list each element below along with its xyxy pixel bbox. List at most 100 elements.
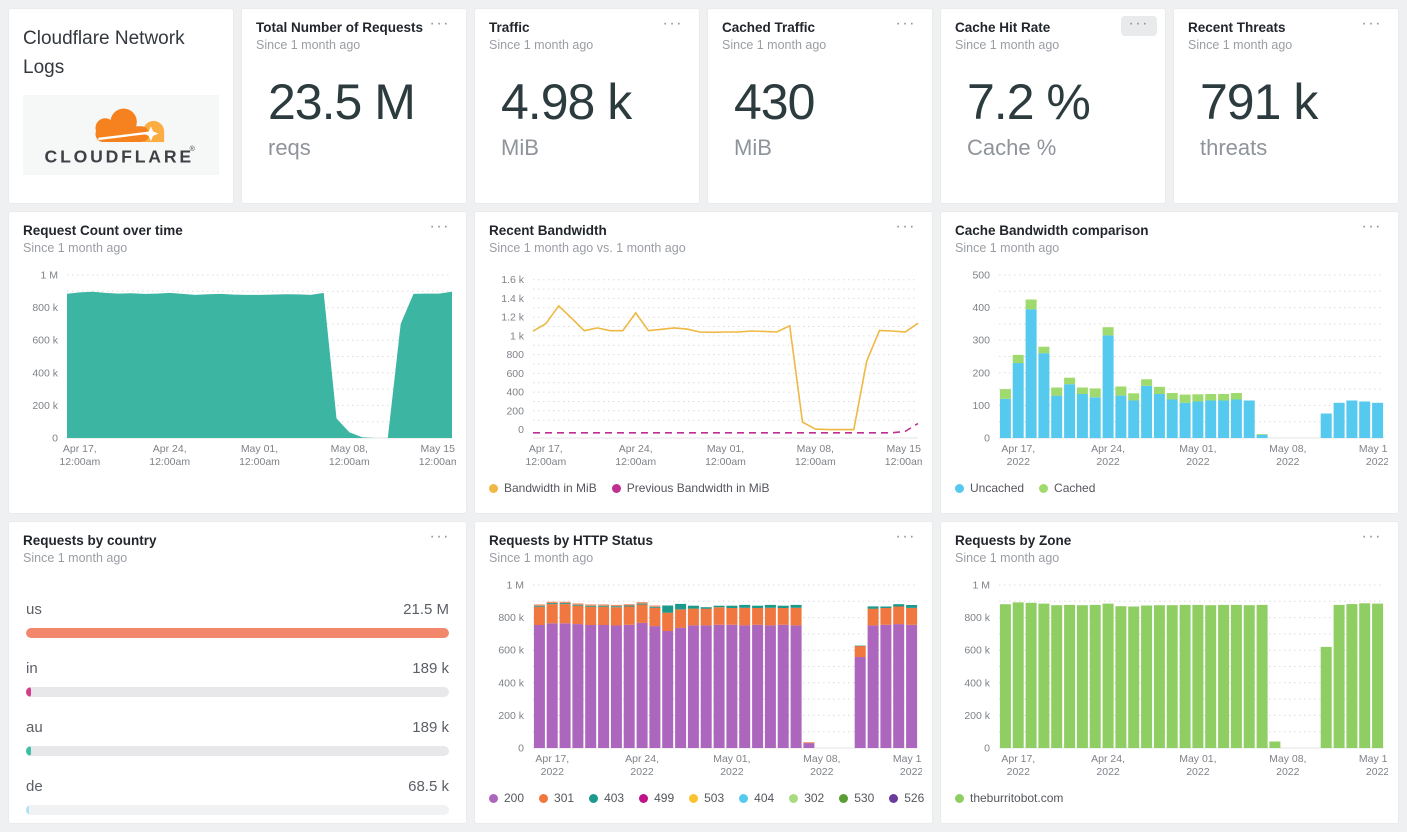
svg-text:May 01,: May 01, [1179,753,1216,765]
country-row-line: au 189 k [26,719,449,736]
panel-requests-by-country: Requests by country Since 1 month ago ··· u… [8,521,467,824]
svg-text:Apr 17,: Apr 17, [535,753,569,765]
cloudflare-logo-text: CLOUDFLARE [45,146,194,166]
legend-item-530[interactable]: 530 [839,791,874,805]
svg-text:May 01,: May 01, [241,443,278,455]
svg-text:May 08,: May 08, [1269,753,1306,765]
svg-text:1.2 k: 1.2 k [501,312,525,324]
dashboard-title: Cloudflare Network Logs [23,28,185,78]
panel-subtitle: Since 1 month ago [23,551,128,565]
svg-text:200: 200 [506,405,524,417]
legend-color-dot [1039,483,1049,493]
legend-item-302[interactable]: 302 [789,791,824,805]
panel-subtitle: Since 1 month ago [955,241,1060,255]
panel-menu-icon[interactable]: ··· [895,15,916,32]
svg-text:200 k: 200 k [498,710,524,722]
panel-menu-icon[interactable]: ··· [662,15,683,32]
cache-bandwidth-legend: Uncached Cached [955,481,1384,495]
legend-label: 302 [804,791,825,805]
panel-menu-icon[interactable]: ··· [895,218,916,235]
panel-menu-icon[interactable]: ··· [1120,16,1157,36]
legend-item-404[interactable]: 404 [739,791,774,805]
country-value: 21.5 M [403,601,449,618]
legend-item-previous-bandwidth-in-mib[interactable]: Previous Bandwidth in MiB [611,481,769,495]
legend-item-theburritobot-com[interactable]: theburritobot.com [955,791,1063,805]
legend-item-200[interactable]: 200 [489,791,524,805]
panel-menu-icon[interactable]: ··· [1361,15,1382,32]
panel-menu-icon[interactable]: ··· [895,528,916,545]
panel-menu-icon[interactable]: ··· [1361,528,1382,545]
svg-text:400: 400 [972,302,990,314]
legend-item-301[interactable]: 301 [539,791,574,805]
legend-item-526[interactable]: 526 [889,791,924,805]
legend-item-bandwidth-in-mib[interactable]: Bandwidth in MiB [489,481,597,495]
panel-header: Requests by HTTP Status Since 1 month ago [475,522,932,565]
legend-item-uncached[interactable]: Uncached [955,481,1024,495]
svg-text:100: 100 [972,400,990,412]
legend-color-dot [839,793,849,803]
dashboard-header-panel: Cloudflare Network Logs CLOUDFLARE ® [8,8,234,204]
svg-text:12:00am: 12:00am [419,456,456,468]
legend-item-403[interactable]: 403 [589,791,624,805]
panel-chart-recent-bandwidth: Recent Bandwidth Since 1 month ago vs. 1 … [474,211,933,514]
legend-item-499[interactable]: 499 [639,791,674,805]
legend-label: Uncached [970,481,1025,495]
country-label: de [26,778,43,795]
panel-menu-icon[interactable]: ··· [429,15,450,32]
svg-text:Apr 24,: Apr 24, [1091,443,1125,455]
panel-header: Traffic Since 1 month ago [475,9,699,52]
svg-text:Apr 17,: Apr 17, [1001,443,1035,455]
panel-chart-request-count: Request Count over time Since 1 month ago… [8,211,467,514]
legend-color-dot [789,793,799,803]
svg-text:2022: 2022 [1096,766,1120,778]
svg-text:12:00am: 12:00am [329,456,370,468]
panel-chart-zone: Requests by Zone Since 1 month ago ··· 0 200… [940,521,1399,824]
country-bar-fill [26,746,31,756]
svg-text:1 M: 1 M [972,580,990,592]
svg-text:Apr 24,: Apr 24, [619,443,653,455]
country-bar-track [26,687,449,697]
svg-text:400 k: 400 k [964,677,990,689]
svg-text:2022: 2022 [720,766,744,778]
legend-color-dot [739,793,749,803]
panel-header: Recent Threats Since 1 month ago [1174,9,1398,52]
svg-text:Apr 24,: Apr 24, [1091,753,1125,765]
panel-title: Cached Traffic [722,20,816,35]
svg-text:1.4 k: 1.4 k [501,293,525,305]
cache-bandwidth-chart: 0 100 200 300 400 500 Apr 17, 2022 Apr 24, 2022 Ma… [953,265,1396,475]
svg-text:May 01,: May 01, [1179,443,1216,455]
panel-menu-icon[interactable]: ··· [1361,218,1382,235]
cloudflare-logo: CLOUDFLARE ® [23,95,219,175]
country-bar-fill [26,687,31,697]
cloudflare-cloud-icon [95,108,165,143]
panel-menu-icon[interactable]: ··· [429,218,450,235]
svg-text:0: 0 [52,433,58,445]
legend-item-cached[interactable]: Cached [1039,481,1095,495]
svg-text:2022: 2022 [900,766,922,778]
svg-text:500: 500 [972,270,990,282]
panel-title: Traffic [489,20,530,35]
country-row-line: de 68.5 k [26,778,449,795]
svg-text:400 k: 400 k [32,367,58,379]
svg-text:2022: 2022 [1366,766,1388,778]
svg-text:2022: 2022 [541,766,565,778]
panel-header: Requests by country Since 1 month ago [9,522,466,565]
panel-stat-total-number-of-requests: Total Number of Requests Since 1 month ag… [241,8,467,204]
panel-menu-icon[interactable]: ··· [429,528,450,545]
panel-stat-cached-traffic: Cached Traffic Since 1 month ago ··· 430 MiB [707,8,933,204]
svg-text:May 15,: May 15, [893,753,922,765]
legend-item-503[interactable]: 503 [689,791,724,805]
country-row-line: us 21.5 M [26,601,449,618]
legend-color-dot [889,793,899,803]
legend-label: 526 [904,791,925,805]
svg-text:600 k: 600 k [498,645,524,657]
stat-value: 23.5 M [268,74,416,130]
svg-text:0: 0 [518,743,524,755]
svg-text:2022: 2022 [1007,456,1031,468]
